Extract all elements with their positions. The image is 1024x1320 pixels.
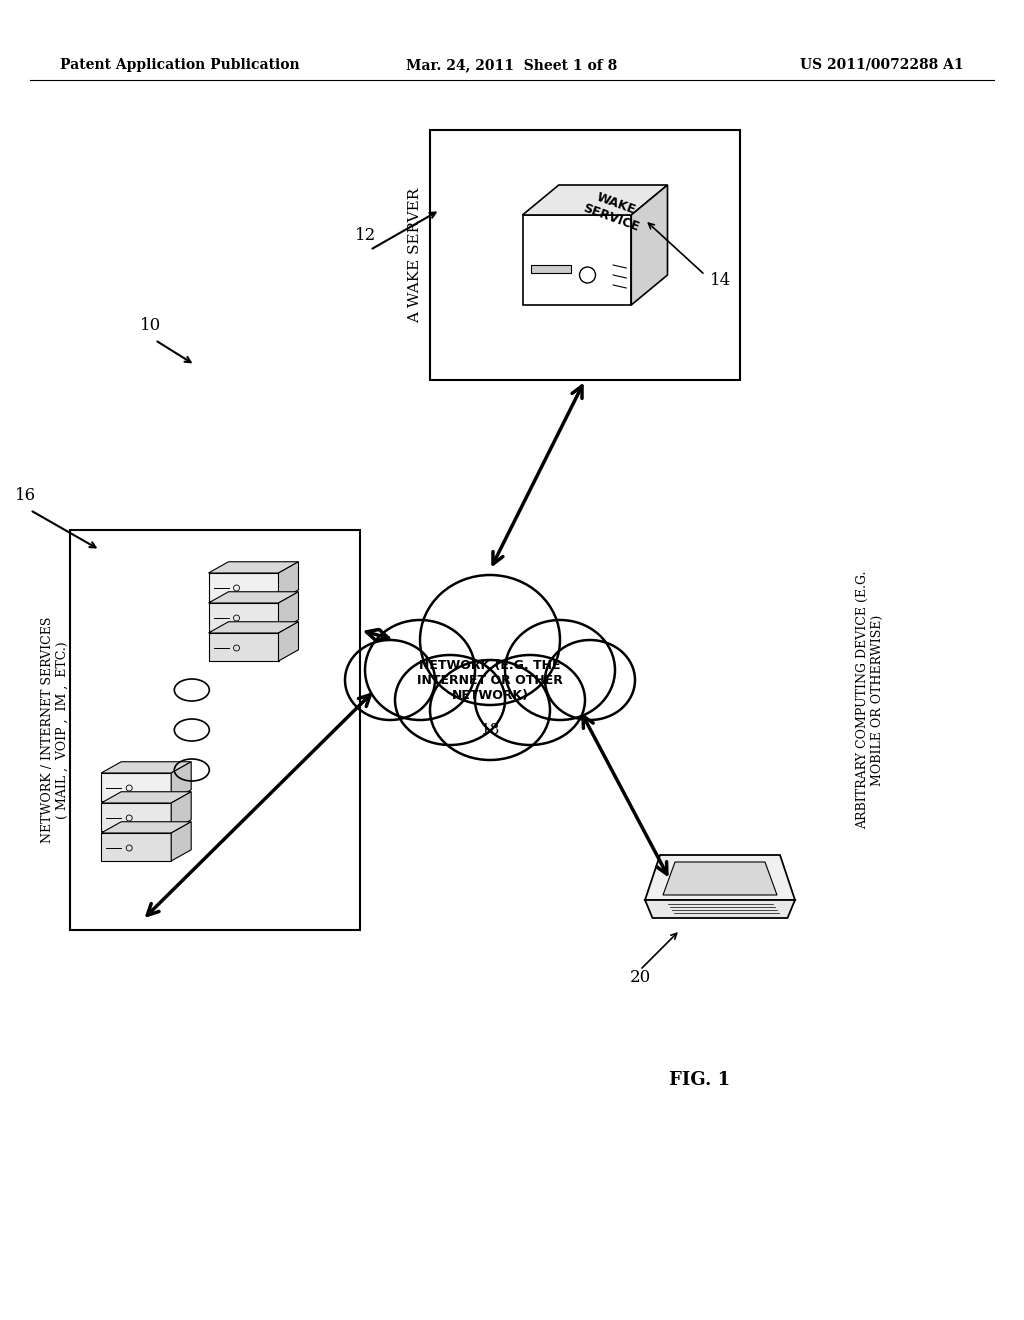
Text: US 2011/0072288 A1: US 2011/0072288 A1 — [801, 58, 964, 73]
Polygon shape — [279, 562, 299, 601]
Polygon shape — [522, 185, 668, 215]
Text: FIG. 1: FIG. 1 — [670, 1071, 730, 1089]
Ellipse shape — [345, 640, 435, 719]
Text: ARBITRARY COMPUTING DEVICE (E.G.
MOBILE OR OTHERWISE): ARBITRARY COMPUTING DEVICE (E.G. MOBILE … — [856, 570, 884, 829]
Text: 10: 10 — [140, 317, 161, 334]
Polygon shape — [101, 792, 191, 803]
Text: 18: 18 — [480, 723, 500, 737]
Polygon shape — [663, 862, 777, 895]
Polygon shape — [101, 762, 191, 774]
Text: 12: 12 — [355, 227, 376, 244]
Bar — [101, 833, 171, 861]
Text: NETWORK / INTERNET SERVICES
( MAIL ,  VOIP ,  IM ,  ETC.): NETWORK / INTERNET SERVICES ( MAIL , VOI… — [41, 616, 69, 843]
Text: WAKE
SERVICE: WAKE SERVICE — [581, 187, 645, 234]
Ellipse shape — [430, 660, 550, 760]
Ellipse shape — [420, 576, 560, 705]
Polygon shape — [631, 185, 668, 305]
Bar — [70, 531, 360, 931]
Polygon shape — [645, 900, 795, 917]
Polygon shape — [645, 855, 795, 900]
Polygon shape — [209, 622, 299, 634]
Polygon shape — [209, 591, 299, 603]
Bar — [209, 573, 279, 601]
Polygon shape — [171, 792, 191, 832]
Bar — [430, 129, 740, 380]
Text: Patent Application Publication: Patent Application Publication — [60, 58, 300, 73]
Bar — [530, 265, 570, 273]
Bar — [209, 634, 279, 661]
Polygon shape — [171, 762, 191, 801]
Text: Mar. 24, 2011  Sheet 1 of 8: Mar. 24, 2011 Sheet 1 of 8 — [407, 58, 617, 73]
Ellipse shape — [475, 655, 585, 744]
Polygon shape — [279, 591, 299, 631]
Polygon shape — [522, 215, 631, 305]
Ellipse shape — [545, 640, 635, 719]
Text: NETWORK (E.G. THE
INTERNET OR OTHER
NETWORK): NETWORK (E.G. THE INTERNET OR OTHER NETW… — [417, 659, 563, 701]
Text: A WAKE SERVER: A WAKE SERVER — [408, 187, 422, 322]
Bar — [101, 774, 171, 801]
Ellipse shape — [395, 655, 505, 744]
Polygon shape — [279, 622, 299, 661]
Ellipse shape — [365, 620, 475, 719]
Polygon shape — [171, 822, 191, 861]
Text: 20: 20 — [630, 969, 651, 986]
Polygon shape — [209, 562, 299, 573]
Ellipse shape — [505, 620, 615, 719]
Text: 16: 16 — [15, 487, 36, 504]
Bar — [101, 803, 171, 832]
Bar — [209, 603, 279, 631]
Polygon shape — [101, 822, 191, 833]
Text: 14: 14 — [710, 272, 731, 289]
